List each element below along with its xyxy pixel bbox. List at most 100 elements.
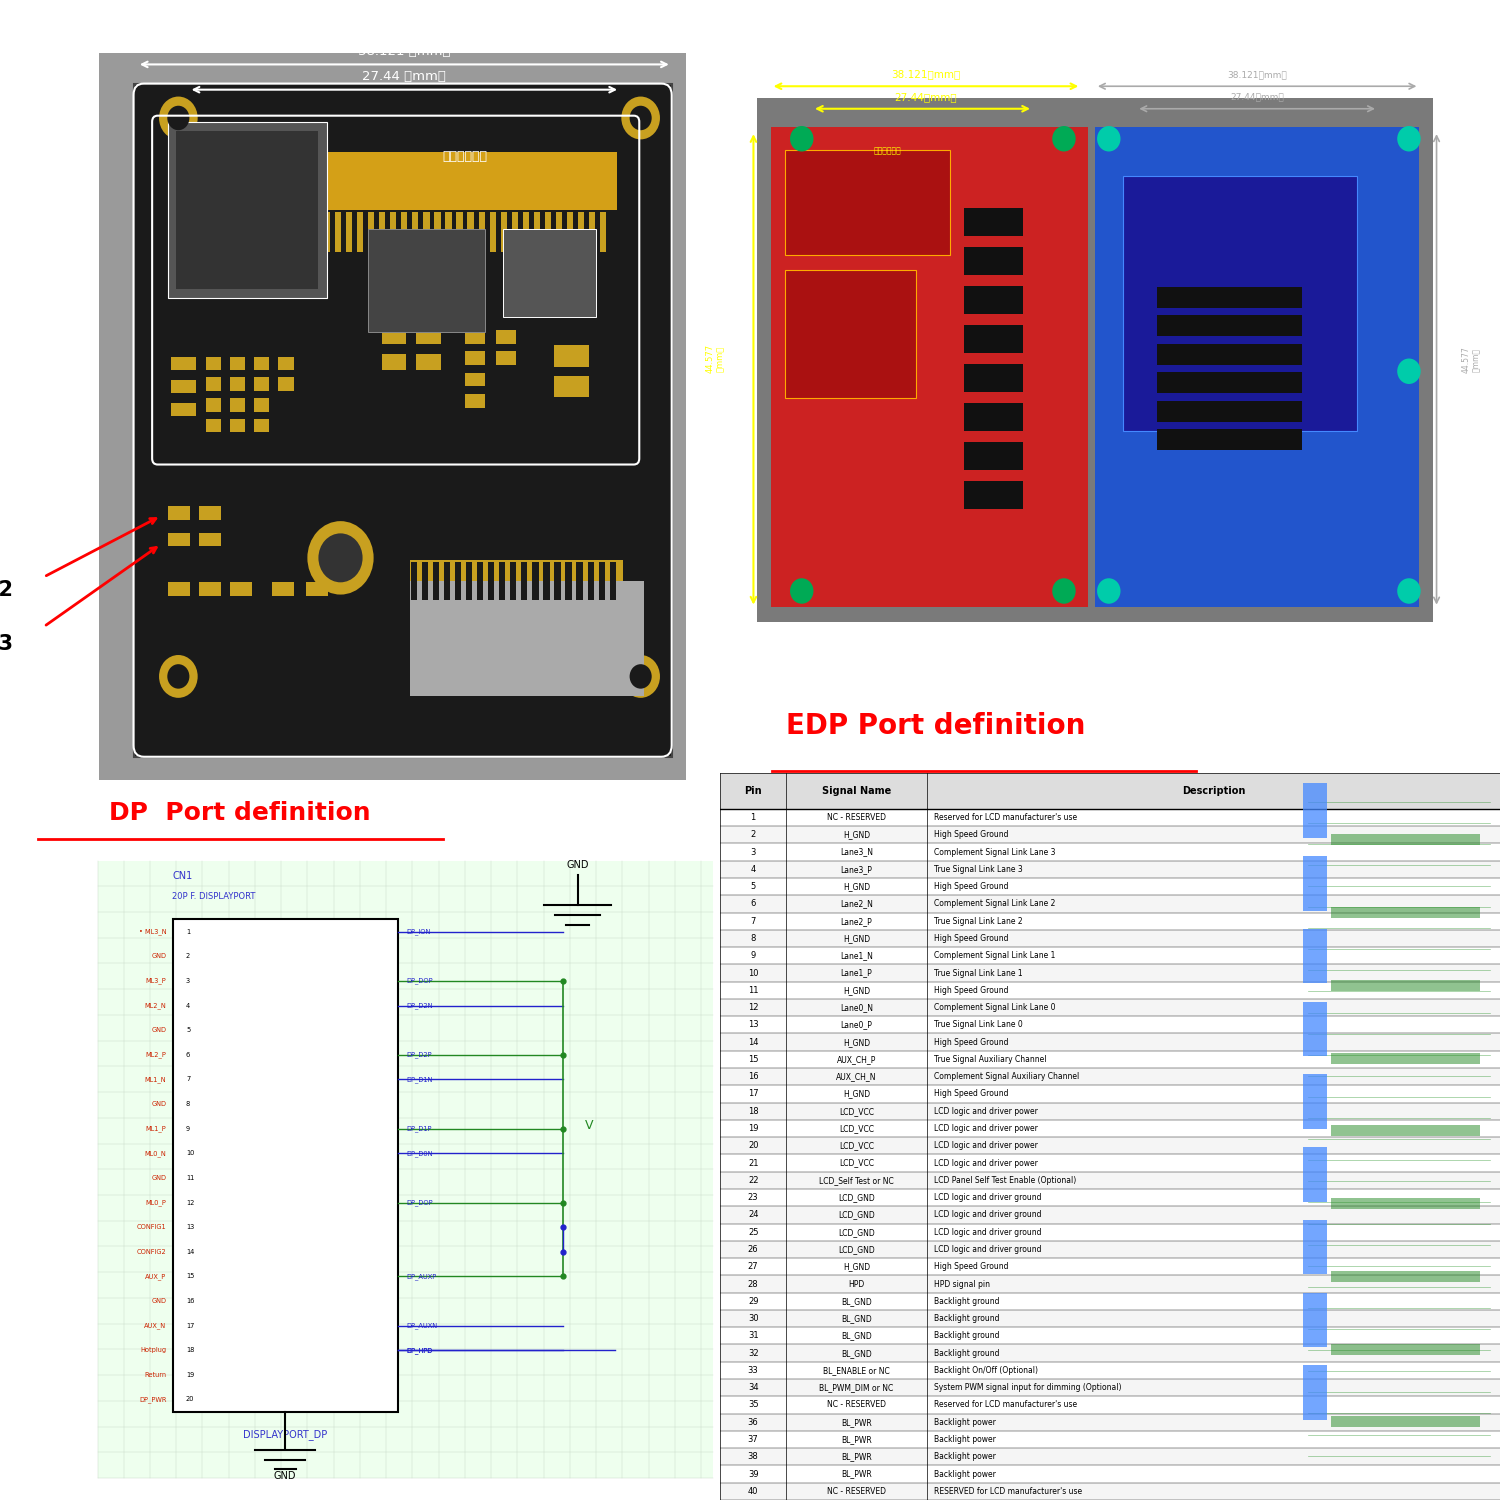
Bar <box>1304 1148 1326 1202</box>
Text: Backlight power: Backlight power <box>934 1418 996 1426</box>
Text: DP_AUXP: DP_AUXP <box>406 1274 436 1280</box>
Bar <box>1156 429 1302 450</box>
Bar <box>382 354 406 370</box>
Text: 37: 37 <box>748 1436 759 1444</box>
Bar <box>1304 1002 1326 1056</box>
Bar <box>720 912 1500 930</box>
Text: NC - RESERVED: NC - RESERVED <box>827 1486 886 1496</box>
Text: CONFIG2: CONFIG2 <box>136 1250 166 1256</box>
Circle shape <box>621 96 660 140</box>
Bar <box>422 561 428 600</box>
Bar <box>495 351 516 364</box>
Bar <box>720 1466 1500 1482</box>
Bar <box>567 211 573 252</box>
Bar <box>495 330 516 344</box>
Text: 24: 24 <box>748 1210 759 1219</box>
Text: LCD_VCC: LCD_VCC <box>839 1158 874 1167</box>
Bar <box>1332 834 1479 846</box>
Bar <box>446 211 452 252</box>
Bar <box>177 130 318 288</box>
Bar <box>357 211 363 252</box>
Circle shape <box>790 126 813 152</box>
Text: Backlight power: Backlight power <box>934 1452 996 1461</box>
Text: AUX_CH_N: AUX_CH_N <box>837 1072 876 1082</box>
Text: 12: 12 <box>186 1200 195 1206</box>
Bar <box>720 1310 1500 1328</box>
Text: High Speed Ground: High Speed Ground <box>934 1262 1010 1270</box>
Bar <box>272 582 294 596</box>
Text: NC - RESERVED: NC - RESERVED <box>827 1401 886 1410</box>
Bar <box>720 1275 1500 1293</box>
Text: GND: GND <box>152 1298 166 1304</box>
Text: 1: 1 <box>750 813 756 822</box>
Bar <box>1332 1344 1479 1354</box>
Bar <box>168 506 190 519</box>
Text: 6: 6 <box>750 900 756 909</box>
Bar <box>566 561 572 600</box>
Bar <box>478 211 484 252</box>
Text: R13: R13 <box>0 633 13 654</box>
Bar <box>1304 1220 1326 1275</box>
Text: DP_DOP: DP_DOP <box>406 1198 433 1206</box>
Bar <box>410 560 624 600</box>
Bar <box>291 211 297 252</box>
Text: 20: 20 <box>748 1142 759 1150</box>
Text: 17: 17 <box>186 1323 195 1329</box>
Text: H_GND: H_GND <box>843 1089 870 1098</box>
Text: LCD logic and driver ground: LCD logic and driver ground <box>934 1245 1042 1254</box>
Bar <box>1304 1074 1326 1130</box>
Bar <box>230 582 252 596</box>
Circle shape <box>159 96 198 140</box>
Bar <box>598 561 604 600</box>
Circle shape <box>621 656 660 698</box>
Bar <box>200 532 220 546</box>
Text: 5: 5 <box>750 882 756 891</box>
Text: ML2_N: ML2_N <box>144 1002 166 1010</box>
Bar <box>417 354 441 370</box>
Bar <box>720 1206 1500 1224</box>
Bar <box>720 930 1500 946</box>
Bar <box>720 1258 1500 1275</box>
Text: 5: 5 <box>186 1028 190 1033</box>
Bar <box>503 230 596 316</box>
Text: 27: 27 <box>748 1262 759 1270</box>
Bar <box>720 896 1500 912</box>
Bar <box>720 981 1500 999</box>
Text: True Signal Link Lane 2: True Signal Link Lane 2 <box>934 916 1023 926</box>
Bar <box>600 211 606 252</box>
Bar <box>720 1155 1500 1172</box>
Bar <box>784 150 950 255</box>
Bar <box>784 270 915 398</box>
Text: BL_PWR: BL_PWR <box>842 1452 872 1461</box>
Text: ML1_N: ML1_N <box>146 1076 166 1083</box>
Text: R12: R12 <box>0 580 13 600</box>
Bar <box>720 1344 1500 1362</box>
Bar <box>720 772 1500 808</box>
Text: 39: 39 <box>748 1470 759 1479</box>
Bar <box>534 211 540 252</box>
Text: 40: 40 <box>748 1486 759 1496</box>
Text: LCD logic and driver power: LCD logic and driver power <box>934 1158 1038 1167</box>
Text: LCD_VCC: LCD_VCC <box>839 1124 874 1132</box>
Bar <box>410 580 644 696</box>
Text: GND: GND <box>152 1028 166 1033</box>
Text: Complement Signal Link Lane 0: Complement Signal Link Lane 0 <box>934 1004 1056 1013</box>
Bar <box>543 561 549 600</box>
Circle shape <box>168 105 189 130</box>
Text: True Signal Auxiliary Channel: True Signal Auxiliary Channel <box>934 1054 1047 1064</box>
Text: 20P F. DISPLAYPORT: 20P F. DISPLAYPORT <box>172 892 256 902</box>
Text: ML0_P: ML0_P <box>146 1198 166 1206</box>
Bar <box>230 419 246 432</box>
Bar <box>720 1172 1500 1190</box>
Bar <box>1332 1416 1479 1428</box>
Bar <box>964 285 1023 315</box>
Bar <box>368 230 486 332</box>
Text: LCD_GND: LCD_GND <box>839 1210 874 1219</box>
Text: DP  Port definition: DP Port definition <box>110 801 370 825</box>
Bar <box>489 211 495 252</box>
Bar <box>522 561 528 600</box>
Text: 27.44 （mm）: 27.44 （mm） <box>362 70 446 84</box>
Bar <box>512 211 518 252</box>
Bar <box>466 561 472 600</box>
Text: 38: 38 <box>748 1452 759 1461</box>
